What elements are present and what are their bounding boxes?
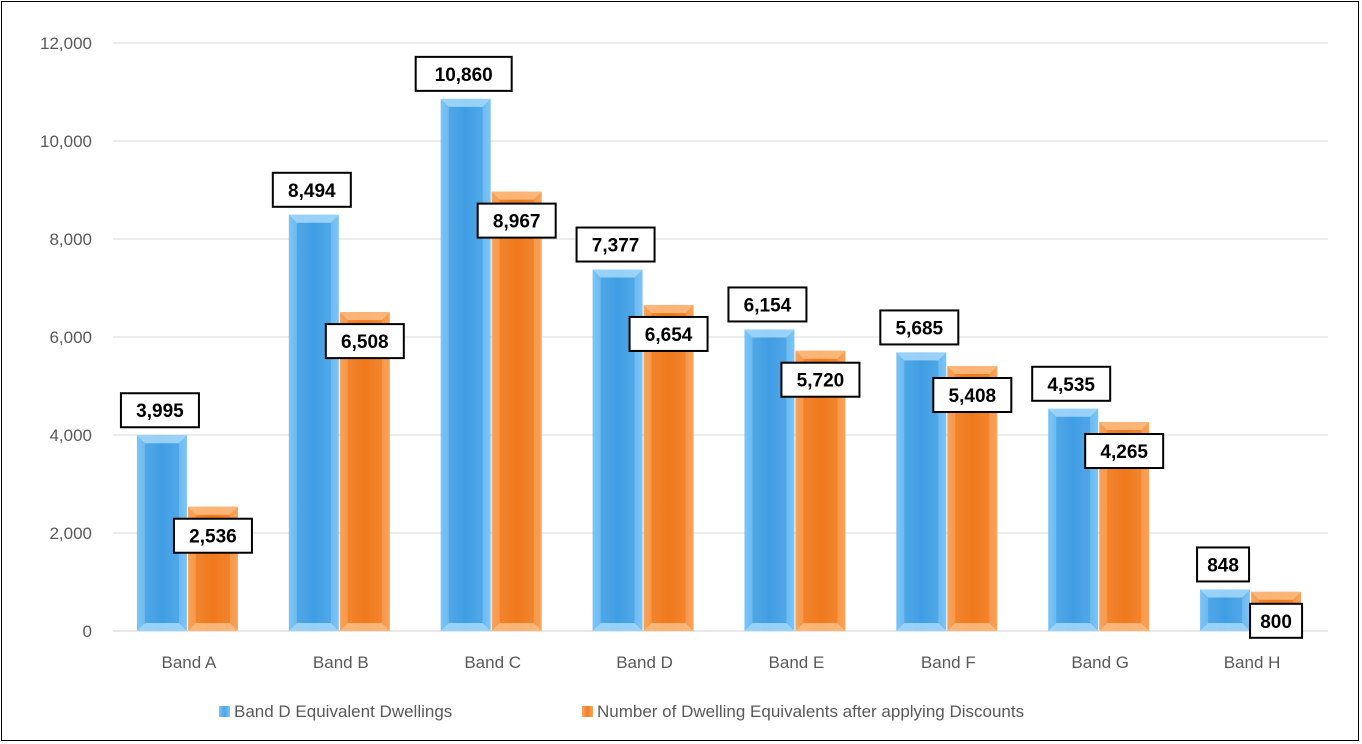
legend-label: Band D Equivalent Dwellings bbox=[234, 702, 452, 721]
x-tick-label: Band E bbox=[769, 653, 825, 672]
data-label-text: 2,536 bbox=[189, 527, 237, 548]
bar-band-d-equivalent bbox=[1200, 589, 1251, 631]
data-label-text: 800 bbox=[1260, 612, 1292, 633]
data-label: 6,654 bbox=[628, 315, 709, 352]
data-label: 800 bbox=[1249, 602, 1304, 639]
y-tick-label: 8,000 bbox=[49, 230, 92, 249]
data-label-text: 6,508 bbox=[341, 332, 389, 353]
legend: Band D Equivalent Dwellings Number of Dwe… bbox=[219, 702, 1024, 721]
data-label: 8,967 bbox=[476, 202, 557, 239]
data-label: 848 bbox=[1196, 546, 1251, 583]
legend-item: Band D Equivalent Dwellings bbox=[219, 702, 452, 721]
y-axis-ticks: 0 2,000 4,000 6,000 8,000 10,000 12,000 bbox=[40, 34, 92, 641]
bar-band-d-equivalent bbox=[288, 214, 339, 631]
data-label: 4,265 bbox=[1084, 433, 1165, 470]
x-tick-label: Band C bbox=[464, 653, 521, 672]
x-tick-label: Band H bbox=[1224, 653, 1281, 672]
data-label: 3,995 bbox=[119, 392, 200, 429]
data-label-text: 3,995 bbox=[136, 401, 184, 422]
y-tick-label: 6,000 bbox=[49, 328, 92, 347]
data-label-text: 5,720 bbox=[797, 371, 845, 392]
x-axis-ticks: Band A Band B Band C Band D Band E Band F Band… bbox=[162, 653, 1281, 672]
y-tick-label: 0 bbox=[83, 622, 92, 641]
legend-swatch bbox=[219, 706, 230, 717]
data-label: 7,377 bbox=[575, 226, 656, 263]
data-label-text: 848 bbox=[1207, 555, 1239, 576]
data-label-text: 5,408 bbox=[949, 386, 997, 407]
data-label-text: 8,494 bbox=[288, 181, 336, 202]
data-label: 2,536 bbox=[172, 517, 253, 554]
data-label-text: 8,967 bbox=[493, 212, 541, 233]
data-label: 4,535 bbox=[1031, 365, 1112, 402]
data-label-text: 4,535 bbox=[1047, 375, 1095, 396]
data-labels: 3,995 2,536 8,494 6,508 10,860 8,967 7,377 6,65… bbox=[119, 55, 1304, 639]
bar-band-d-equivalent bbox=[896, 352, 947, 631]
data-label: 6,154 bbox=[727, 286, 808, 323]
bar-after-discounts bbox=[643, 304, 694, 631]
y-tick-label: 2,000 bbox=[49, 524, 92, 543]
legend-item: Number of Dwelling Equivalents after app… bbox=[582, 702, 1024, 721]
y-tick-label: 10,000 bbox=[40, 132, 92, 151]
data-label: 8,494 bbox=[271, 171, 352, 208]
x-tick-label: Band B bbox=[313, 653, 369, 672]
data-label-text: 10,860 bbox=[435, 65, 493, 86]
legend-label: Number of Dwelling Equivalents after app… bbox=[597, 702, 1024, 721]
legend-swatch bbox=[582, 706, 593, 717]
x-tick-label: Band D bbox=[616, 653, 673, 672]
bar-after-discounts bbox=[339, 312, 390, 631]
y-tick-label: 12,000 bbox=[40, 34, 92, 53]
data-label-text: 5,685 bbox=[896, 318, 944, 339]
bar-band-d-equivalent bbox=[440, 98, 491, 632]
data-label: 10,860 bbox=[414, 55, 513, 92]
x-tick-label: Band A bbox=[162, 653, 217, 672]
bar-after-discounts bbox=[491, 191, 542, 631]
data-label-text: 6,154 bbox=[744, 295, 792, 316]
data-label: 5,408 bbox=[932, 377, 1013, 414]
x-tick-label: Band F bbox=[921, 653, 976, 672]
data-label-text: 4,265 bbox=[1100, 442, 1148, 463]
data-label: 6,508 bbox=[324, 323, 405, 360]
y-tick-label: 4,000 bbox=[49, 426, 92, 445]
data-label-text: 7,377 bbox=[592, 236, 640, 257]
x-tick-label: Band G bbox=[1071, 653, 1129, 672]
data-label-text: 6,654 bbox=[645, 325, 693, 346]
data-label: 5,720 bbox=[780, 361, 861, 398]
data-label: 5,685 bbox=[879, 309, 960, 346]
